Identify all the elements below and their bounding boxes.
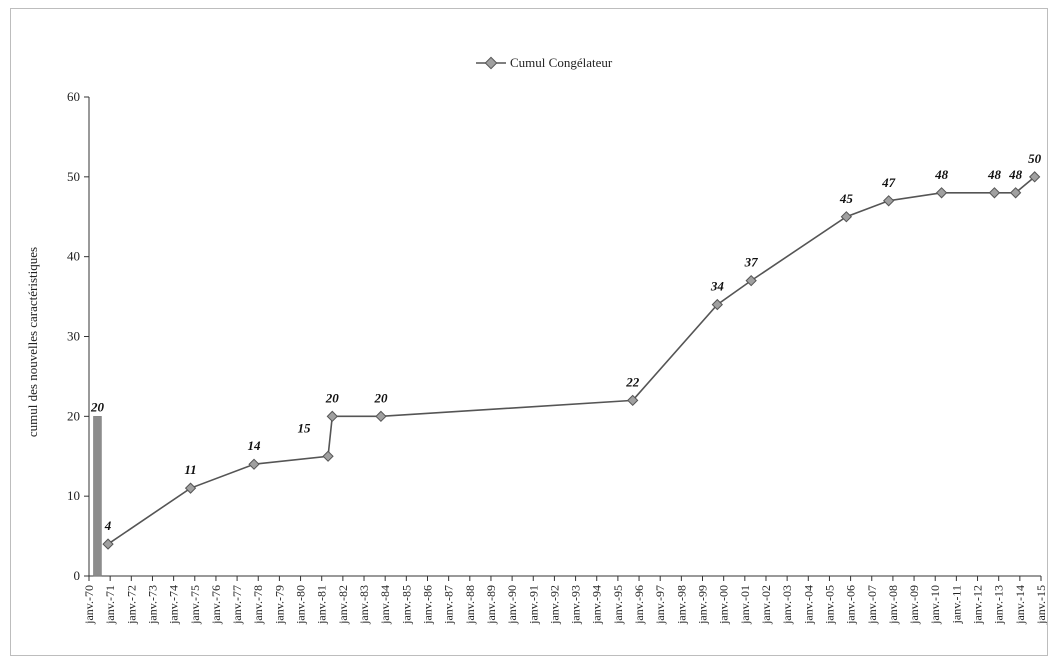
y-axis-label: cumul des nouvelles caractéristiques — [25, 247, 40, 437]
x-tick-label: janv.-96 — [632, 585, 646, 625]
data-point — [322, 450, 334, 462]
bars — [93, 416, 102, 577]
x-tick-label: janv.-12 — [971, 585, 985, 625]
line-chart: Cumul Congélateur cumul des nouvelles ca… — [25, 55, 1048, 625]
x-tick-label: janv.-71 — [103, 585, 117, 625]
data-point — [883, 195, 895, 207]
series-line — [107, 176, 1036, 545]
x-tick-label: janv.-78 — [251, 585, 265, 625]
data-label: 48 — [1008, 167, 1023, 182]
x-tick-label: janv.-98 — [674, 585, 688, 625]
bar-data-label: 20 — [90, 399, 105, 414]
data-label: 34 — [710, 279, 725, 294]
data-point — [627, 394, 639, 407]
x-tick-label: janv.-80 — [294, 585, 308, 625]
x-tick-label: janv.-75 — [188, 585, 202, 625]
x-tick-label: janv.-70 — [82, 585, 96, 625]
x-tick-label: janv.-86 — [420, 585, 434, 625]
legend-label: Cumul Congélateur — [510, 55, 613, 70]
bar — [93, 416, 102, 577]
data-label: 20 — [373, 390, 388, 405]
x-tick-label: janv.-91 — [526, 585, 540, 625]
series — [102, 171, 1041, 550]
data-point — [184, 482, 197, 494]
x-tick-label: janv.-01 — [738, 585, 752, 625]
axes: 0 10 20 30 40 50 60 janv.-70 janv.-71 janv.-72 jan… — [67, 89, 1048, 625]
x-tick-label: janv.-05 — [822, 585, 836, 625]
data-label: 14 — [248, 438, 262, 453]
x-tick-label: janv.-87 — [442, 585, 456, 625]
y-tick-label: 0 — [74, 568, 81, 583]
x-tick-label: janv.-03 — [780, 585, 794, 625]
x-tick-label: janv.-85 — [399, 585, 413, 625]
x-tick-label: janv.-90 — [505, 585, 519, 625]
data-label: 11 — [184, 462, 196, 477]
x-tick-label: janv.-14 — [1013, 585, 1027, 625]
x-tick-label: janv.-94 — [590, 585, 604, 625]
x-tick-label: janv.-74 — [167, 585, 181, 625]
x-tick-label: janv.-79 — [272, 585, 286, 625]
x-tick-label: janv.-02 — [759, 585, 773, 625]
x-tick-label: janv.-11 — [949, 585, 963, 624]
y-tick-label: 50 — [67, 169, 80, 184]
x-tick-label: janv.-84 — [378, 585, 392, 625]
y-tick-label: 10 — [67, 488, 80, 503]
y-tick-label: 40 — [67, 249, 80, 264]
data-labels: 20 4 11 14 15 20 20 22 34 37 45 47 48 48 48 50 — [90, 151, 1042, 533]
data-label: 45 — [839, 191, 854, 206]
x-tick-label: janv.-13 — [992, 585, 1006, 625]
legend-marker — [484, 56, 498, 70]
data-label: 48 — [987, 167, 1002, 182]
data-label: 15 — [298, 420, 312, 435]
x-tick-label: janv.-10 — [928, 585, 942, 625]
legend: Cumul Congélateur — [476, 55, 613, 70]
x-tick-label: janv.-06 — [844, 585, 858, 625]
data-point — [375, 410, 387, 422]
data-point — [1009, 187, 1022, 199]
data-point — [711, 298, 723, 311]
x-tick-label: janv.-97 — [653, 585, 667, 625]
x-tick-label: janv.-00 — [717, 585, 731, 625]
data-point — [840, 211, 853, 223]
data-point — [102, 538, 114, 550]
x-tick-label: janv.-82 — [336, 585, 350, 625]
data-point — [988, 187, 1001, 199]
data-label: 20 — [325, 390, 340, 405]
x-tick-label: janv.-08 — [886, 585, 900, 625]
x-tick-label: janv.-72 — [124, 585, 138, 625]
data-label: 48 — [934, 167, 949, 182]
data-label: 4 — [104, 518, 112, 533]
data-point — [1028, 171, 1041, 183]
x-tick-label: janv.-77 — [230, 585, 244, 625]
x-tick-label: janv.-73 — [145, 585, 159, 625]
x-tick-label: janv.-76 — [209, 585, 223, 625]
data-label: 47 — [881, 175, 896, 190]
x-tick-label: janv.-92 — [547, 585, 561, 625]
x-tick-label: janv.-88 — [463, 585, 477, 625]
data-point — [248, 458, 260, 470]
x-tick-label: janv.-81 — [315, 585, 329, 625]
x-tick-label: janv.-99 — [696, 585, 710, 625]
x-tick-label: janv.-89 — [484, 585, 498, 625]
x-tick-label: janv.-04 — [801, 585, 815, 625]
data-point — [935, 187, 948, 199]
x-tick-label: janv.-15 — [1034, 585, 1047, 625]
data-point — [745, 274, 757, 287]
chart-frame: Cumul Congélateur cumul des nouvelles ca… — [10, 8, 1048, 656]
data-point — [326, 410, 338, 422]
x-tick-label: janv.-83 — [357, 585, 371, 625]
y-tick-label: 20 — [67, 408, 80, 423]
x-tick-label: janv.-09 — [907, 585, 921, 625]
y-tick-label: 30 — [67, 329, 80, 344]
x-tick-label: janv.-95 — [611, 585, 625, 625]
x-tick-label: janv.-93 — [569, 585, 583, 625]
data-label: 22 — [625, 374, 640, 389]
data-label: 50 — [1028, 151, 1042, 166]
data-label: 37 — [744, 255, 759, 270]
y-tick-label: 60 — [67, 89, 80, 104]
x-tick-label: janv.-07 — [865, 585, 879, 625]
